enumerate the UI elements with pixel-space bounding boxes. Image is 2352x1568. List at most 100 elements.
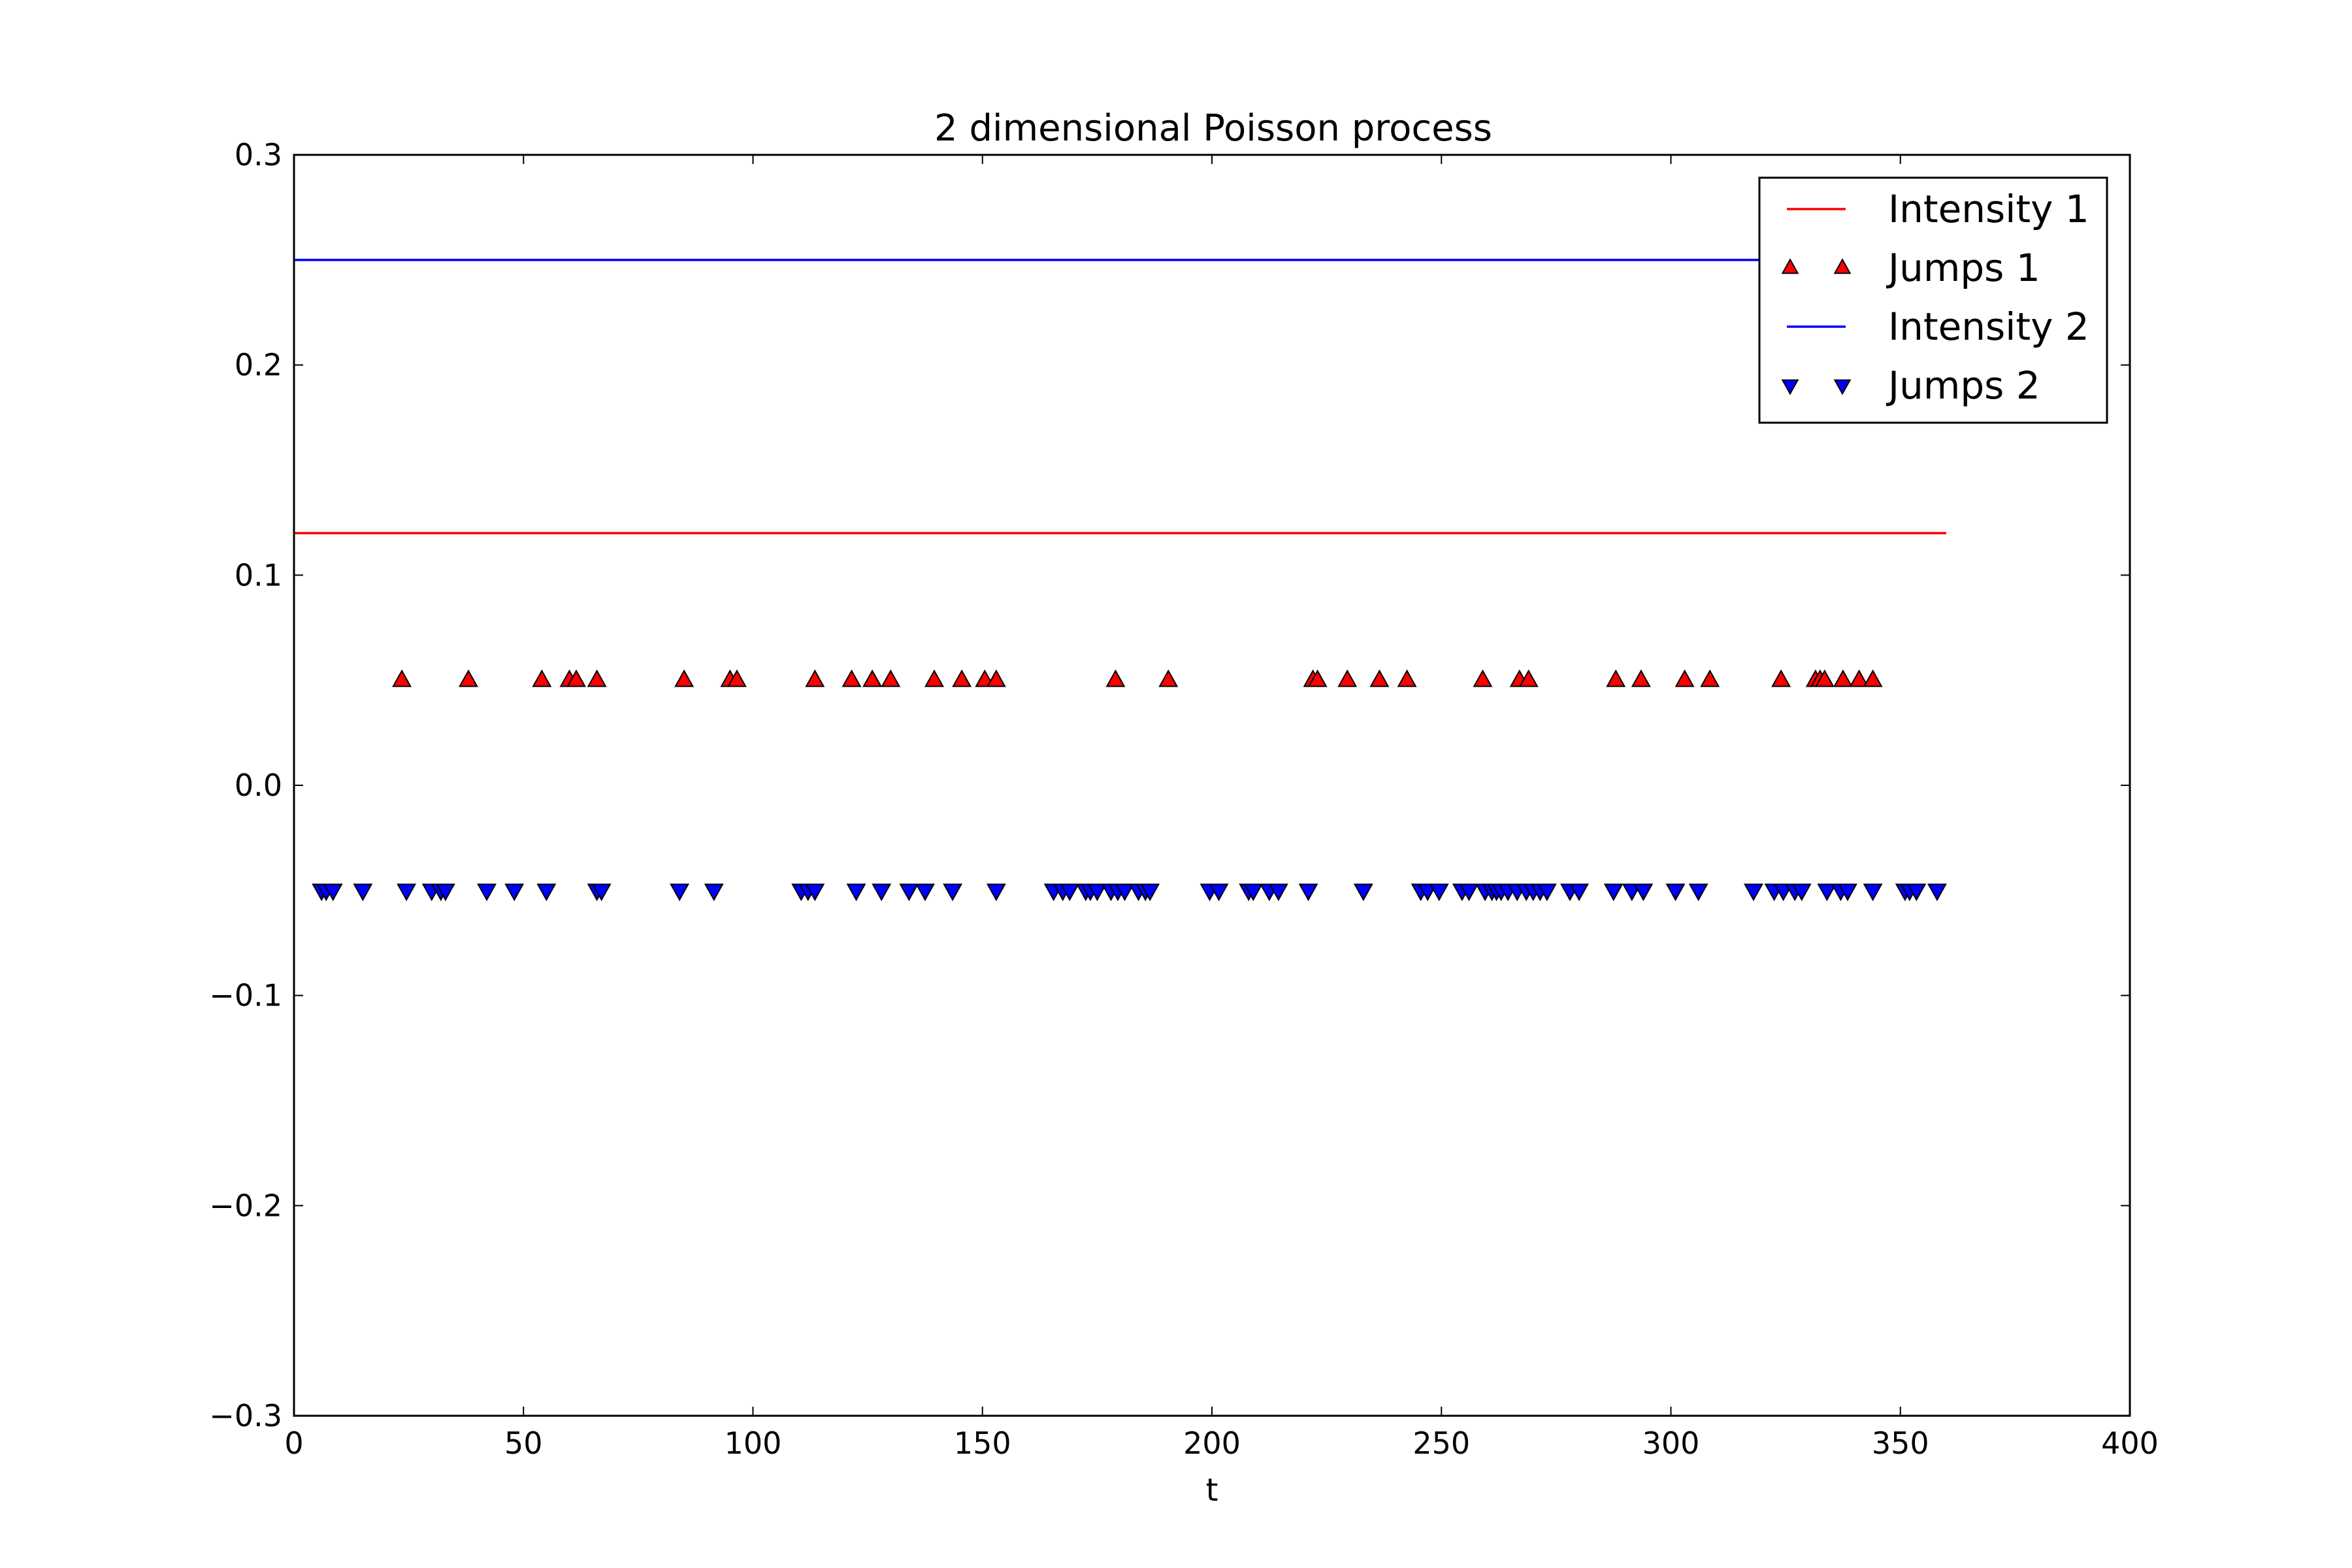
y-tick-label-5: 0.2 (235, 348, 282, 383)
y-tick-label-6: 0.3 (235, 137, 282, 172)
y-tick-label-0: −0.3 (209, 1398, 282, 1433)
jump-marker-4-11 (536, 883, 557, 902)
jump-marker-2-17 (986, 669, 1006, 687)
jump-marker-2-35 (1814, 669, 1835, 687)
jump-marker-4-21 (899, 883, 919, 902)
x-tick-label-6: 300 (1642, 1426, 1700, 1461)
legend-label-4: Jumps 2 (1886, 363, 2040, 408)
jump-marker-2-5 (566, 669, 586, 687)
legend-marker-4b (1833, 379, 1852, 395)
jump-marker-4-78 (1906, 883, 1927, 902)
jump-marker-4-79 (1927, 883, 1947, 902)
jump-marker-4-22 (915, 883, 935, 902)
jump-marker-4-66 (1688, 883, 1708, 902)
legend-label-3: Intensity 2 (1888, 304, 2089, 349)
jump-marker-2-10 (805, 669, 825, 687)
x-axis-label: t (1206, 1472, 1218, 1509)
x-tick-label-8: 400 (2101, 1426, 2159, 1461)
jump-marker-2-19 (1158, 669, 1179, 687)
x-tick-label-7: 350 (1872, 1426, 1929, 1461)
jump-marker-2-9 (727, 669, 747, 687)
jump-marker-2-6 (587, 669, 607, 687)
jump-marker-4-47 (1429, 883, 1449, 902)
jump-marker-4-20 (872, 883, 892, 902)
jump-marker-2-12 (862, 669, 883, 687)
x-tick-label-1: 50 (504, 1426, 543, 1461)
legend-marker-2b (1833, 258, 1852, 274)
x-tick-label-5: 250 (1413, 1426, 1470, 1461)
jump-marker-4-38 (1209, 883, 1229, 902)
legend-label-1: Intensity 1 (1888, 187, 2089, 231)
y-tick-label-4: 0.1 (235, 557, 282, 593)
x-tick-label-0: 0 (284, 1426, 303, 1461)
jump-marker-2-22 (1337, 669, 1358, 687)
jump-marker-4-8 (435, 883, 455, 902)
jump-marker-4-18 (805, 883, 825, 902)
y-tick-label-2: −0.1 (209, 978, 282, 1013)
x-tick-label-4: 200 (1183, 1426, 1241, 1461)
jump-marker-2-38 (1863, 669, 1883, 687)
jump-marker-4-62 (1603, 883, 1624, 902)
jump-marker-4-10 (504, 883, 525, 902)
jump-marker-4-19 (846, 883, 866, 902)
jump-marker-2-23 (1369, 669, 1390, 687)
jump-marker-4-72 (1817, 883, 1837, 902)
jump-marker-4-65 (1665, 883, 1686, 902)
jump-marker-2-31 (1700, 669, 1720, 687)
x-tick-label-2: 100 (725, 1426, 782, 1461)
jump-marker-4-23 (943, 883, 963, 902)
jump-marker-2-11 (841, 669, 862, 687)
y-tick-label-3: 0.0 (235, 768, 282, 803)
series-markers-2 (392, 669, 1883, 687)
jump-marker-2-37 (1849, 669, 1869, 687)
jump-marker-4-42 (1268, 883, 1288, 902)
jump-marker-4-5 (397, 883, 417, 902)
jump-marker-4-4 (353, 883, 373, 902)
jump-marker-2-13 (881, 669, 901, 687)
legend-marker-4a (1781, 379, 1799, 395)
jump-marker-4-36 (1140, 883, 1160, 902)
chart-title: 2 dimensional Poisson process (934, 107, 1492, 150)
jump-marker-2-14 (924, 669, 944, 687)
jump-marker-2-1 (392, 669, 412, 687)
plot-area (294, 259, 1947, 902)
legend-marker-2a (1781, 258, 1799, 274)
jump-marker-2-29 (1631, 669, 1651, 687)
jump-marker-2-25 (1473, 669, 1493, 687)
x-tick-label-3: 150 (954, 1426, 1011, 1461)
jump-marker-4-30 (1087, 883, 1107, 902)
jump-marker-4-44 (1353, 883, 1373, 902)
jump-marker-2-2 (458, 669, 478, 687)
jump-marker-2-24 (1397, 669, 1417, 687)
jump-marker-4-61 (1569, 883, 1589, 902)
jump-marker-2-7 (674, 669, 694, 687)
jump-marker-2-32 (1771, 669, 1791, 687)
jump-marker-4-59 (1537, 883, 1557, 902)
jump-marker-4-15 (704, 883, 724, 902)
jump-marker-2-15 (952, 669, 972, 687)
jump-marker-4-3 (323, 883, 343, 902)
axis-ticks: 0 50 100 150 200 250 300 350 400 −0.3 −0.2 −0.1 0.0 0… (209, 137, 2159, 1461)
jump-marker-2-30 (1674, 669, 1695, 687)
legend-box (1758, 176, 2108, 424)
jump-marker-4-74 (1838, 883, 1857, 902)
jump-marker-4-75 (1863, 883, 1883, 902)
legend: Intensity 1 Jumps 1 Intensity 2 Jumps 2 (1758, 176, 2108, 424)
y-tick-label-1: −0.2 (209, 1188, 282, 1223)
jump-marker-4-13 (591, 883, 612, 902)
legend-label-2: Jumps 1 (1886, 246, 2040, 290)
jump-marker-4-43 (1298, 883, 1318, 902)
jump-marker-2-18 (1105, 669, 1126, 687)
jump-marker-4-67 (1743, 883, 1763, 902)
jump-marker-4-9 (477, 883, 497, 902)
series-markers-4 (312, 883, 1947, 902)
jump-marker-2-36 (1833, 669, 1853, 687)
jump-marker-4-71 (1791, 883, 1812, 902)
jump-marker-4-24 (986, 883, 1006, 902)
jump-marker-2-21 (1307, 669, 1328, 687)
jump-marker-4-14 (670, 883, 690, 902)
jump-marker-4-49 (1459, 883, 1479, 902)
jump-marker-4-33 (1115, 883, 1135, 902)
jump-marker-4-64 (1633, 883, 1654, 902)
